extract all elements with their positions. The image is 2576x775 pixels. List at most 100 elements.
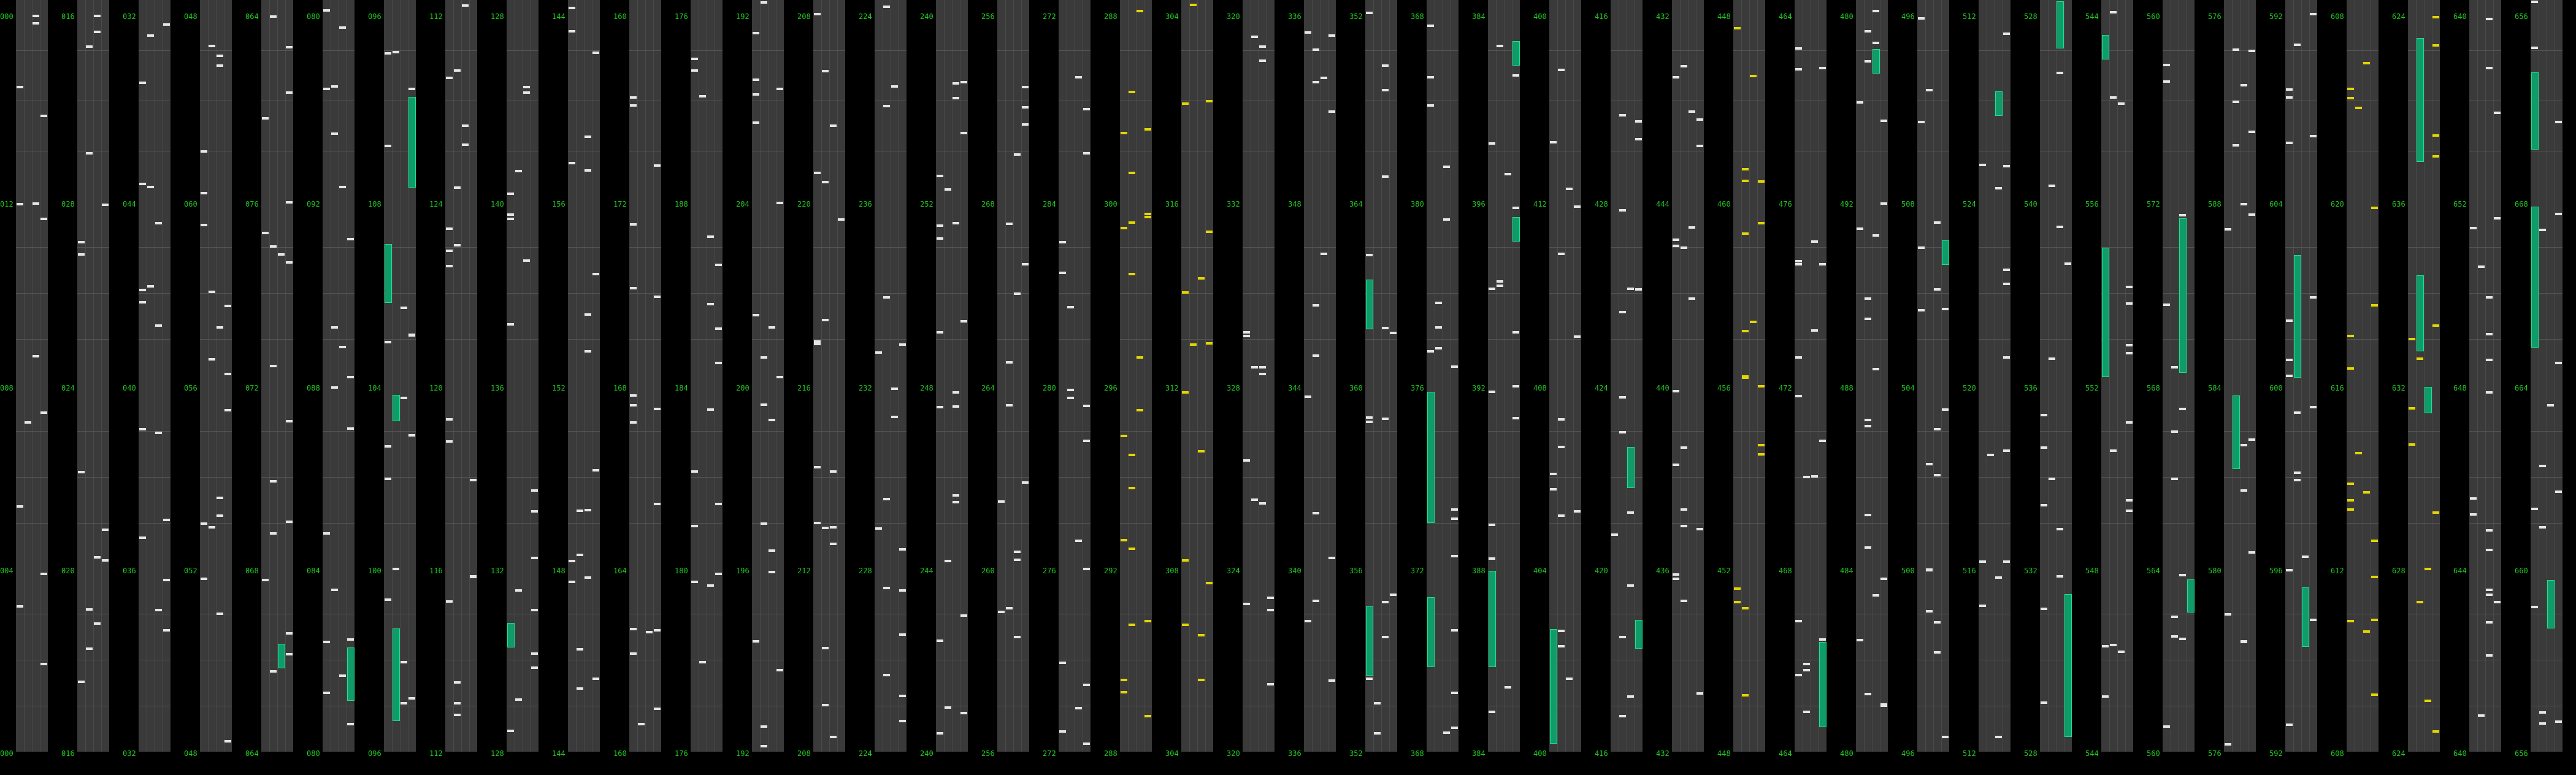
chart-lane[interactable] [261, 385, 293, 569]
chart-lane[interactable] [1795, 201, 1827, 385]
chart-lane[interactable] [1979, 385, 2011, 569]
chart-lane[interactable] [2285, 568, 2317, 752]
chart-lane[interactable] [384, 385, 416, 569]
chart-lane[interactable] [77, 201, 109, 385]
chart-lane[interactable] [1733, 385, 1765, 569]
chart-lane[interactable] [1795, 568, 1827, 752]
chart-lane[interactable] [568, 0, 600, 201]
chart-lane[interactable] [1488, 0, 1520, 201]
chart-lane[interactable] [1795, 0, 1827, 201]
chart-lane[interactable] [997, 568, 1029, 752]
chart-lane[interactable] [1488, 568, 1520, 752]
chart-lane[interactable] [1304, 385, 1336, 569]
chart-lane[interactable] [507, 568, 539, 752]
chart-lane[interactable] [445, 568, 477, 752]
chart-lane[interactable] [752, 568, 784, 752]
chart-lane[interactable] [813, 568, 845, 752]
chart-lane[interactable] [1181, 0, 1213, 201]
chart-lane[interactable] [1672, 568, 1704, 752]
chart-lane[interactable] [629, 385, 661, 569]
chart-lane[interactable] [1427, 568, 1459, 752]
chart-lane[interactable] [2285, 385, 2317, 569]
chart-lane[interactable] [936, 201, 968, 385]
chart-lane[interactable] [507, 0, 539, 201]
chart-lane[interactable] [1733, 0, 1765, 201]
chart-lane[interactable] [2224, 0, 2256, 201]
chart-lane[interactable] [1979, 0, 2011, 201]
chart-lane[interactable] [1856, 201, 1888, 385]
chart-lane[interactable] [813, 0, 845, 201]
chart-lane[interactable] [2469, 385, 2501, 569]
chart-lane[interactable] [384, 568, 416, 752]
chart-lane[interactable] [568, 201, 600, 385]
chart-lane[interactable] [16, 385, 48, 569]
chart-lane[interactable] [77, 568, 109, 752]
chart-lane[interactable] [1365, 568, 1397, 752]
chart-lane[interactable] [568, 568, 600, 752]
chart-lane[interactable] [261, 0, 293, 201]
chart-lane[interactable] [261, 568, 293, 752]
chart-lane[interactable] [1672, 201, 1704, 385]
chart-lane[interactable] [813, 385, 845, 569]
chart-lane[interactable] [2040, 0, 2072, 201]
chart-lane[interactable] [1488, 385, 1520, 569]
chart-lane[interactable] [1611, 201, 1643, 385]
chart-lane[interactable] [2163, 0, 2195, 201]
chart-lane[interactable] [1120, 201, 1152, 385]
chart-lane[interactable] [1549, 568, 1581, 752]
chart-lane[interactable] [445, 385, 477, 569]
chart-lane[interactable] [2101, 201, 2133, 385]
chart-lane[interactable] [1917, 385, 1949, 569]
chart-lane[interactable] [1549, 0, 1581, 201]
chart-lane[interactable] [384, 0, 416, 201]
chart-lane[interactable] [507, 201, 539, 385]
chart-lane[interactable] [1856, 568, 1888, 752]
chart-lane[interactable] [1672, 0, 1704, 201]
chart-lane[interactable] [323, 385, 355, 569]
chart-lane[interactable] [445, 201, 477, 385]
chart-lane[interactable] [2101, 568, 2133, 752]
chart-lane[interactable] [1427, 201, 1459, 385]
chart-lane[interactable] [1181, 568, 1213, 752]
chart-lane[interactable] [1120, 0, 1152, 201]
chart-lane[interactable] [875, 0, 907, 201]
chart-lane[interactable] [200, 0, 232, 201]
chart-lane[interactable] [1856, 0, 1888, 201]
chart-lane[interactable] [2163, 568, 2195, 752]
chart-lane[interactable] [2224, 568, 2256, 752]
chart-lane[interactable] [1059, 0, 1091, 201]
chart-lane[interactable] [1243, 385, 1275, 569]
chart-lane[interactable] [1304, 568, 1336, 752]
chart-lane[interactable] [200, 201, 232, 385]
chart-lane[interactable] [2408, 201, 2440, 385]
chart-lane[interactable] [1059, 201, 1091, 385]
chart-lane[interactable] [77, 0, 109, 201]
chart-lane[interactable] [323, 0, 355, 201]
chart-lane[interactable] [691, 385, 723, 569]
chart-lane[interactable] [2347, 385, 2379, 569]
chart-lane[interactable] [139, 0, 171, 201]
chart-lane[interactable] [16, 201, 48, 385]
chart-lane[interactable] [2347, 0, 2379, 201]
chart-lane[interactable] [2408, 568, 2440, 752]
chart-lane[interactable] [568, 385, 600, 569]
chart-lane[interactable] [139, 201, 171, 385]
chart-lane[interactable] [2531, 385, 2563, 569]
chart-lane[interactable] [1059, 385, 1091, 569]
chart-lane[interactable] [2163, 385, 2195, 569]
chart-lane[interactable] [629, 201, 661, 385]
chart-lane[interactable] [1365, 201, 1397, 385]
chart-lane[interactable] [2531, 201, 2563, 385]
chart-lane[interactable] [16, 568, 48, 752]
chart-lane[interactable] [936, 0, 968, 201]
chart-lane[interactable] [2469, 568, 2501, 752]
chart-lane[interactable] [200, 568, 232, 752]
chart-lane[interactable] [997, 0, 1029, 201]
chart-lane[interactable] [2347, 568, 2379, 752]
chart-lane[interactable] [629, 0, 661, 201]
chart-lane[interactable] [1120, 568, 1152, 752]
chart-lane[interactable] [1427, 385, 1459, 569]
chart-lane[interactable] [323, 568, 355, 752]
chart-lane[interactable] [936, 568, 968, 752]
chart-lane[interactable] [1304, 0, 1336, 201]
